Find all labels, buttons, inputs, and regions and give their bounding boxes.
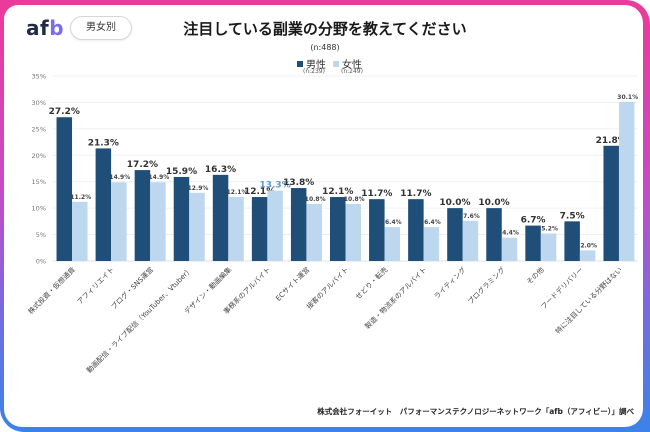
bar-male (173, 176, 190, 261)
sample-size: (n:488) (310, 43, 340, 52)
bar-female (345, 203, 361, 261)
bar-male (486, 208, 502, 261)
bar-female (540, 233, 557, 261)
data-label-female: 5.2% (541, 226, 558, 233)
category-label: 接客のアルバイト (304, 265, 350, 311)
data-label-female: 2.0% (580, 242, 597, 249)
data-label-female: 12.1% (227, 189, 248, 196)
bar-female (579, 250, 596, 261)
bar-male (95, 148, 112, 261)
category-label: 株式投資・仮想通貨 (26, 265, 77, 316)
category-label: その他 (525, 265, 546, 286)
bar-male (447, 208, 463, 261)
logo-letter-a: a (26, 16, 40, 40)
bar-male (408, 199, 424, 261)
data-label-male: 10.0% (478, 198, 509, 208)
y-tick-label: 30% (32, 99, 46, 107)
bar-male (290, 188, 307, 261)
data-label-female: 10.8% (305, 196, 326, 203)
y-tick-label: 5% (36, 231, 46, 239)
bar-female (384, 227, 401, 261)
legend-label-female: 女性 (342, 60, 362, 71)
data-label-female: 10.8% (344, 196, 365, 203)
segment-tag: 男女別 (70, 16, 132, 40)
data-label-female: 13.3% (259, 181, 290, 191)
logo-letter-f: f (40, 16, 50, 40)
category-label: ECサイト運営 (274, 265, 312, 303)
bar-female (462, 220, 479, 261)
bar-male (564, 221, 580, 261)
y-tick-label: 35% (32, 73, 46, 81)
data-label-male: 17.2% (127, 160, 158, 170)
bar-female (111, 182, 127, 261)
legend-item-male: 男性 (297, 56, 326, 71)
bar-male (603, 145, 619, 261)
data-label-female: 7.6% (463, 213, 480, 220)
y-tick-label: 0% (36, 258, 46, 266)
bar-male (369, 199, 385, 261)
afb-logo: afb (26, 16, 64, 40)
category-label: 製造・物流系のアルバイト (363, 265, 429, 331)
bar-female (618, 101, 635, 262)
chart-title: 注目している副業の分野を教えてください (183, 20, 467, 38)
data-label-female: 4.4% (502, 230, 519, 237)
data-label-male: 27.2% (49, 107, 80, 117)
logo-letter-b: b (49, 16, 65, 40)
data-label-male: 7.5% (560, 211, 585, 221)
bar-female (501, 237, 518, 261)
data-label-female: 6.4% (385, 219, 402, 226)
category-label: ライティング (432, 265, 468, 301)
data-label-male: 11.7% (361, 189, 392, 199)
y-tick-label: 20% (32, 152, 46, 160)
data-label-male: 6.7% (521, 216, 546, 226)
y-tick-label: 15% (32, 178, 46, 186)
legend-label-male: 男性 (306, 60, 326, 71)
legend-n-female: (n:249) (341, 68, 363, 75)
bar-male (525, 225, 541, 261)
data-label-male: 12.1% (322, 187, 353, 197)
data-label-female: 11.2% (70, 194, 91, 201)
data-label-male: 13.8% (283, 178, 314, 188)
legend-swatch-male (297, 61, 303, 67)
bar-female (72, 201, 88, 261)
data-label-female: 12.9% (188, 185, 209, 192)
data-label-female: 30.1% (617, 94, 638, 101)
data-label-female: 14.9% (149, 174, 170, 181)
legend-n-male: (n:239) (303, 68, 325, 75)
bar-female (228, 197, 244, 261)
category-label: フードデリバリー (539, 265, 585, 311)
data-label-male: 21.8% (596, 136, 627, 146)
category-label: せどり・転売 (353, 265, 389, 301)
bar-female (423, 227, 440, 261)
bar-female (150, 182, 166, 261)
bar-male (134, 170, 151, 261)
data-label-female: 14.9% (109, 174, 130, 181)
legend-swatch-female (333, 61, 339, 67)
bar-male (330, 197, 346, 261)
bar-male (251, 197, 268, 261)
y-tick-label: 25% (32, 125, 46, 133)
data-label-male: 15.9% (166, 167, 197, 177)
bar-female (267, 190, 283, 261)
bar-female (189, 192, 205, 261)
category-label: ブログ・SNS運営 (109, 265, 155, 311)
source-footer: 株式会社フォーイット パフォーマンステクノロジーネットワーク「afb（アフィビー… (317, 407, 634, 416)
data-label-male: 10.0% (439, 198, 470, 208)
category-label: プログラミング (466, 265, 507, 306)
data-label-male: 11.7% (400, 189, 431, 199)
bar-male (56, 117, 73, 261)
data-label-male: 21.3% (88, 138, 119, 148)
category-label: 特に注目している分野はない (553, 265, 624, 336)
bar-male (212, 174, 229, 261)
data-label-male: 12.1% (244, 187, 275, 197)
category-label: アフィリエイト (76, 266, 116, 306)
y-tick-label: 10% (32, 205, 46, 213)
bar-female (306, 203, 322, 261)
data-label-female: 6.4% (424, 219, 441, 226)
legend-item-female: 女性 (333, 56, 362, 71)
data-label-male: 16.3% (205, 165, 236, 175)
